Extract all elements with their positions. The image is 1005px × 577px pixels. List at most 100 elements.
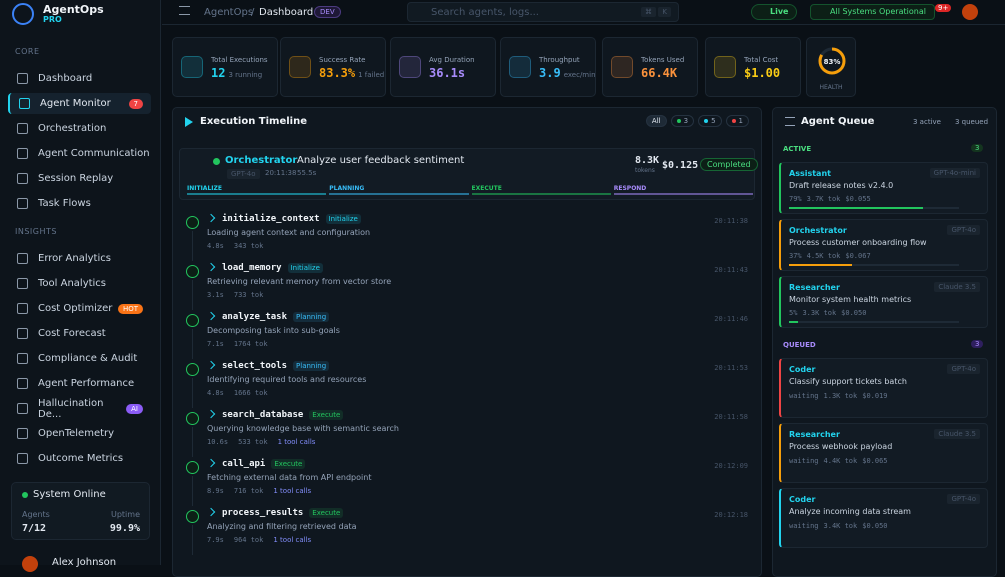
filter[interactable]: 3	[670, 115, 695, 127]
exec-task: Analyze user feedback sentiment	[297, 155, 465, 166]
exec-tokens: 8.3K	[635, 155, 660, 166]
step-time: 20:11:43	[714, 266, 748, 274]
step[interactable]: load_memory Initialize Retrieving relevant…	[183, 261, 748, 310]
nav-item[interactable]: Task Flows	[8, 193, 151, 214]
nav-icon	[17, 198, 28, 209]
filter-dot	[704, 119, 709, 123]
filter-label: All	[651, 117, 661, 125]
step-tools: 1 tool calls	[277, 438, 316, 446]
queue-task: Analyze incoming data stream	[789, 507, 911, 516]
step-duration: 3.1s	[207, 291, 224, 299]
step-phase: Execute	[309, 508, 344, 518]
queue-progress: 79%	[789, 195, 802, 203]
step-time: 20:12:18	[714, 511, 748, 519]
section-title: INSIGHTS	[15, 227, 57, 236]
step-phase: Planning	[293, 361, 330, 371]
filters: All 3 5 1	[645, 115, 749, 127]
health-ring: 83%	[818, 47, 846, 75]
nav-item[interactable]: Compliance & Audit	[8, 348, 151, 369]
step[interactable]: search_database Execute Querying knowledge…	[183, 408, 748, 457]
queue-tokens: 4.5K tok	[806, 252, 841, 260]
step-desc: Loading agent context and configuration	[207, 228, 371, 237]
progress-fill	[789, 264, 852, 266]
nav-item[interactable]: OpenTelemetry	[8, 423, 151, 444]
filter[interactable]: All	[645, 115, 667, 127]
stat-icon	[611, 56, 633, 78]
nav-label: Cost Optimizer	[38, 303, 113, 314]
step[interactable]: call_api Execute Fetching external data fr…	[183, 457, 748, 506]
uptime-label: Uptime	[110, 510, 140, 519]
env-badge: DEV	[314, 6, 341, 18]
health-card: 83% HEALTH	[806, 37, 856, 97]
nav-item[interactable]: Cost Optimizer HOT	[8, 298, 151, 319]
queue-meta: waiting 3.4K tok $0.050	[789, 522, 888, 530]
stat-value-row: 36.1s	[429, 66, 465, 80]
nav-item[interactable]: Agent Performance	[8, 373, 151, 394]
step-duration: 7.9s	[207, 536, 224, 544]
queue-card[interactable]: Orchestrator GPT-4o Process customer onboa…	[779, 219, 988, 271]
nav-item[interactable]: Agent Monitor 7	[8, 93, 151, 114]
step-meta: 8.9s 716 tok 1 tool calls	[207, 487, 311, 495]
phase-label: RESPOND	[613, 185, 647, 192]
step-desc: Analyzing and filtering retrieved data	[207, 522, 357, 531]
health-label: HEALTH	[819, 84, 843, 91]
nav-item[interactable]: Outcome Metrics	[8, 448, 151, 469]
health-arc	[818, 47, 846, 75]
nav-item[interactable]: Cost Forecast	[8, 323, 151, 344]
queue-task: Process webhook payload	[789, 442, 893, 451]
step[interactable]: initialize_context Initialize Loading agen…	[183, 212, 748, 261]
queue-tokens: 3.4K tok	[823, 522, 858, 530]
step-head: call_api Execute	[222, 459, 306, 469]
queue-card[interactable]: Researcher Claude 3.5 Monitor system healt…	[779, 276, 988, 328]
user-name[interactable]: Alex Johnson	[52, 557, 117, 568]
step-line	[192, 280, 193, 310]
crumb-root[interactable]: AgentOps	[204, 7, 254, 18]
nav-item[interactable]: Dashboard	[8, 68, 151, 89]
nav-label: Tool Analytics	[38, 278, 107, 289]
step[interactable]: analyze_task Planning Decomposing task int…	[183, 310, 748, 359]
step-head: initialize_context Initialize	[222, 214, 361, 224]
nav-item[interactable]: Orchestration	[8, 118, 151, 139]
queue-card[interactable]: Coder GPT-4o Classify support tickets batc…	[779, 358, 988, 418]
step-desc: Querying knowledge base with semantic se…	[207, 424, 399, 433]
menu[interactable]	[179, 6, 190, 15]
phase: EXECUTE	[471, 185, 611, 195]
queue-card[interactable]: Researcher Claude 3.5 Process webhook payl…	[779, 423, 988, 483]
nav-item[interactable]: Tool Analytics	[8, 273, 151, 294]
queue-meta: 5% 3.3K tok $0.050	[789, 309, 866, 317]
step[interactable]: select_tools Planning Identifying required…	[183, 359, 748, 408]
step-icon	[186, 510, 199, 523]
stat-label: Total Cost	[744, 56, 779, 64]
phase: RESPOND	[613, 185, 753, 195]
nav-item[interactable]: Hallucination De... AI	[8, 398, 151, 420]
notifications[interactable]: 9+	[935, 4, 952, 12]
exec-duration: 55.5s	[297, 169, 317, 177]
step-line	[192, 525, 193, 555]
step-time: 20:12:09	[714, 462, 748, 470]
step-name: process_results	[222, 508, 304, 518]
filter-label: 1	[738, 117, 743, 125]
nav-item[interactable]: Agent Communication	[8, 143, 151, 164]
phase-label: INITIALIZE	[187, 185, 222, 192]
step-meta: 7.1s 1764 tok	[207, 340, 268, 348]
nav-item[interactable]: Error Analytics	[8, 248, 151, 269]
step-arrow	[206, 360, 216, 370]
queue-card[interactable]: Assistant GPT-4o-mini Draft release notes …	[779, 162, 988, 214]
step-meta: 7.9s 964 tok 1 tool calls	[207, 536, 311, 544]
avatar[interactable]	[962, 4, 978, 20]
user-avatar	[22, 556, 38, 572]
step-meta: 10.6s 533 tok 1 tool calls	[207, 438, 315, 446]
queue-card[interactable]: Coder GPT-4o Analyze incoming data stream w…	[779, 488, 988, 548]
search[interactable]: Search agents, logs... ⌘ K	[407, 2, 679, 22]
filter[interactable]: 5	[698, 115, 722, 127]
filter[interactable]: 1	[725, 115, 749, 127]
step-head: load_memory Initialize	[222, 263, 323, 273]
step[interactable]: process_results Execute Analyzing and filt…	[183, 506, 748, 555]
search-placeholder: Search agents, logs...	[431, 7, 539, 18]
phase: INITIALIZE	[187, 185, 327, 195]
timeline-panel: Execution Timeline All 3 5 1 Orchestrator A…	[172, 107, 762, 577]
step-tokens: 733 tok	[233, 291, 264, 299]
queue-meta: waiting 1.3K tok $0.019	[789, 392, 888, 400]
nav-item[interactable]: Session Replay	[8, 168, 151, 189]
queue-task: Classify support tickets batch	[789, 377, 907, 386]
